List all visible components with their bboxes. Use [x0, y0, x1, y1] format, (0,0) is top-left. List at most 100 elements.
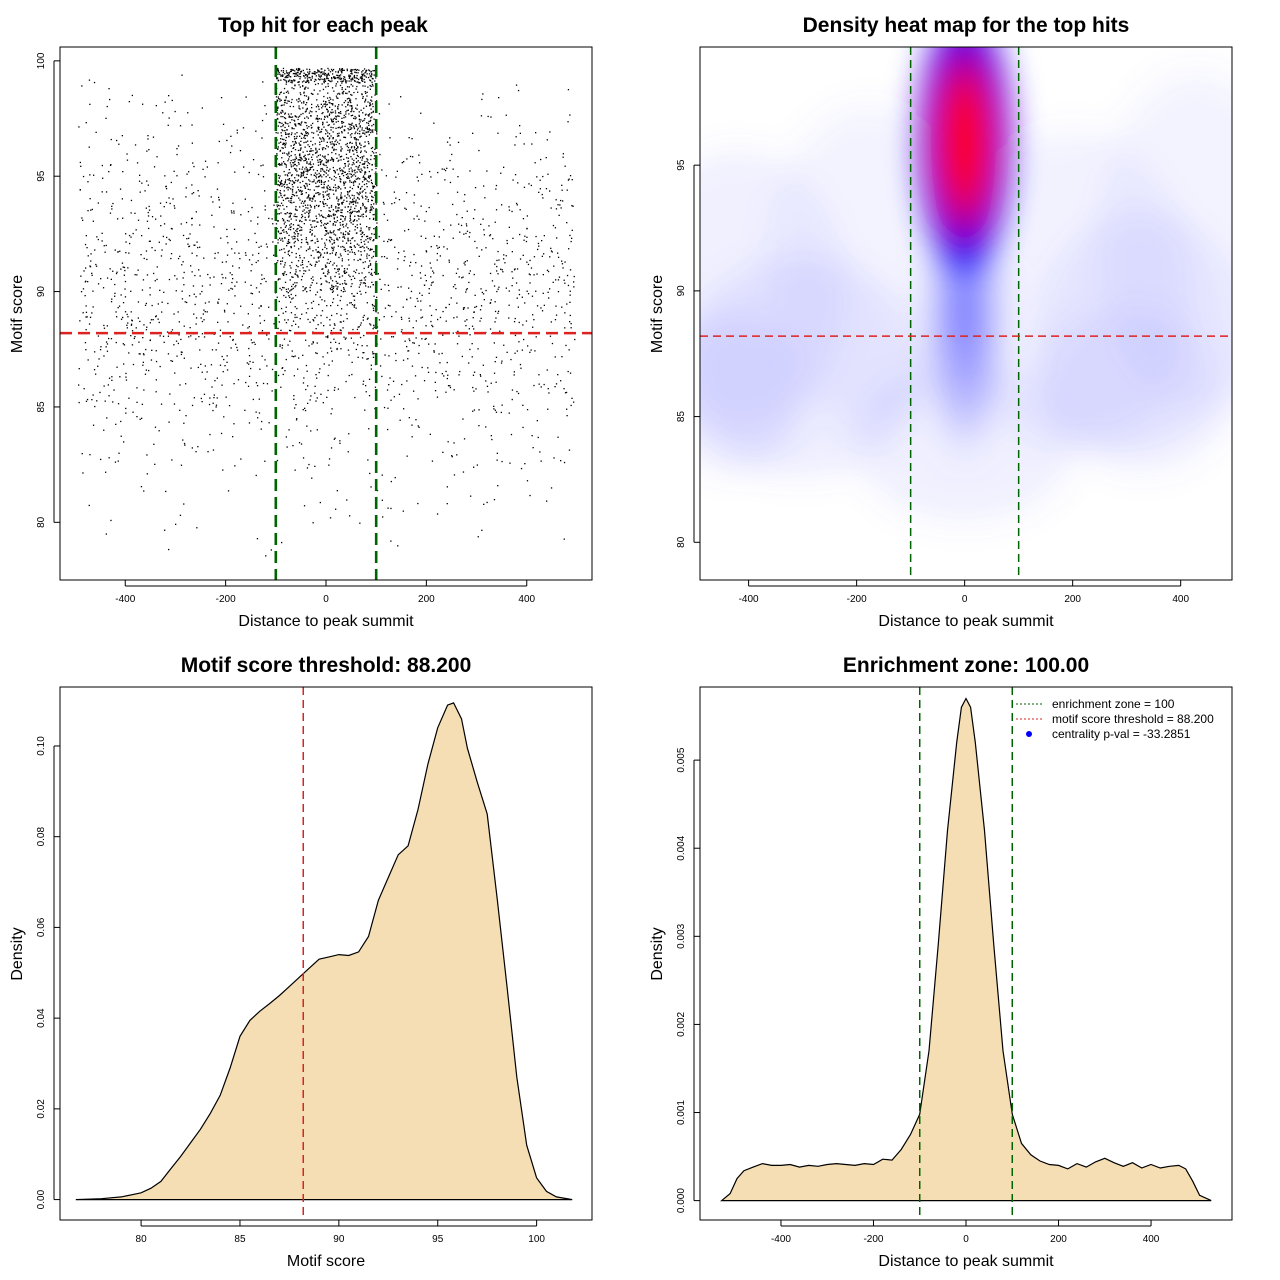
scatter-point [353, 184, 355, 186]
scatter-point [340, 112, 342, 115]
scatter-point [231, 212, 233, 214]
scatter-point [364, 188, 366, 191]
scatter-point [294, 120, 296, 122]
scatter-point [466, 230, 469, 232]
scatter-point [291, 193, 294, 196]
scatter-point [114, 249, 116, 251]
scatter-point [282, 184, 284, 186]
scatter-point [288, 116, 290, 118]
scatter-point [317, 164, 320, 166]
scatter-point [354, 253, 356, 255]
scatter-point [306, 74, 309, 76]
scatter-point [326, 194, 328, 196]
scatter-point [371, 83, 374, 86]
scatter-point [347, 103, 349, 105]
scatter-point [294, 237, 296, 240]
scatter-point [562, 200, 564, 202]
scatter-point [89, 265, 91, 267]
scatter-point [452, 168, 454, 170]
distance-density-x-tick-label: 400 [1143, 1234, 1160, 1245]
scatter-point [85, 235, 87, 237]
scatter-point [308, 126, 310, 128]
scatter-point [369, 103, 371, 105]
scatter-point [163, 223, 166, 225]
scatter-point [300, 124, 302, 126]
scatter-point [315, 204, 318, 207]
scatter-point [349, 275, 351, 278]
scatter-point [351, 124, 353, 126]
scatter-point [299, 86, 301, 88]
heatmap-background-blob [1036, 308, 1217, 449]
scatter-point [353, 69, 355, 71]
scatter-point [309, 168, 312, 170]
scatter-point [302, 263, 304, 266]
scatter-point [136, 274, 138, 276]
scatter-point [346, 145, 348, 147]
scatter-point [517, 89, 520, 92]
scatter-point [137, 269, 139, 271]
scatter-point [354, 172, 356, 174]
scatter-point [337, 239, 339, 241]
scatter-point [520, 467, 523, 470]
scatter-point [171, 459, 173, 461]
scatter-point [350, 173, 353, 176]
scatter-point [439, 255, 441, 257]
scatter-point [312, 250, 314, 252]
scatter-point [372, 218, 375, 221]
scatter-point [248, 422, 251, 424]
scatter-point [82, 175, 85, 178]
scatter-point [463, 200, 465, 202]
scatter-point [360, 208, 362, 210]
scatter-point [325, 129, 327, 131]
scatter-point [537, 248, 539, 251]
scatter-point [320, 183, 323, 185]
scatter-point [322, 256, 324, 258]
scatter-point [155, 105, 157, 107]
scatter-point [351, 169, 353, 171]
scatter-point [292, 224, 295, 226]
scatter-point [85, 267, 87, 269]
scatter-point [221, 355, 223, 358]
scatter-point [280, 138, 282, 140]
scatter-point [342, 234, 344, 236]
scatter-point [378, 319, 381, 321]
scatter-point [332, 264, 334, 266]
scatter-point [326, 252, 328, 254]
scatter-point [333, 143, 335, 145]
scatter-point [183, 284, 185, 286]
scatter-point [314, 265, 316, 267]
scatter-point [416, 297, 418, 300]
scatter-point [530, 349, 532, 351]
scatter-point [279, 98, 281, 100]
scatter-point [94, 351, 96, 353]
scatter-point [112, 202, 114, 205]
scatter-point [538, 374, 540, 376]
scatter-point [502, 271, 504, 273]
scatter-point [356, 104, 358, 106]
scatter-point [284, 264, 286, 266]
scatter-point [280, 112, 282, 114]
scatter-point [287, 123, 289, 125]
scatter-point [371, 268, 373, 271]
scatter-point [406, 346, 408, 348]
scatter-point [200, 317, 202, 319]
scatter-point [321, 128, 323, 130]
scatter-point [429, 433, 431, 435]
scatter-point [166, 331, 169, 333]
scatter-point [463, 262, 465, 264]
scatter-point [448, 261, 450, 263]
scatter-point [284, 370, 286, 372]
scatter-point [209, 397, 211, 399]
scatter-point [100, 346, 102, 348]
scatter-point [284, 262, 286, 264]
scatter-point [353, 259, 355, 261]
scatter-point [154, 463, 156, 465]
scatter-point [322, 124, 324, 126]
scatter-point [295, 68, 298, 70]
scatter-point [182, 261, 184, 263]
scatter-point [169, 202, 171, 205]
scatter-point [299, 135, 301, 137]
scatter-point [523, 338, 525, 341]
scatter-point [526, 261, 528, 263]
scatter-point [370, 147, 373, 150]
